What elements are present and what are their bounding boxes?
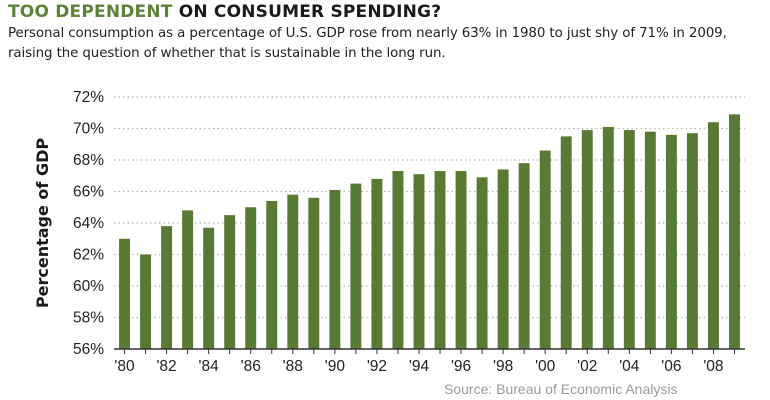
bar-1993 — [392, 171, 404, 349]
bar-1989 — [308, 197, 320, 349]
bar-2003 — [602, 126, 614, 349]
bar-1991 — [350, 183, 362, 349]
bar-2005 — [644, 131, 656, 349]
bar-2006 — [665, 134, 677, 349]
bar-1987 — [266, 200, 278, 349]
y-tick-label: 58% — [73, 310, 104, 327]
bar-2002 — [581, 130, 593, 349]
x-tick-label: '92 — [367, 358, 387, 375]
bar-1997 — [476, 177, 488, 349]
y-tick-label: 72% — [73, 89, 104, 106]
title-highlight: TOO DEPENDENT — [8, 2, 173, 22]
chart-subtitle: Personal consumption as a percentage of … — [8, 26, 727, 61]
gridlines — [114, 96, 745, 319]
x-tick-label: '98 — [493, 358, 513, 375]
x-tick-label: '84 — [199, 358, 220, 375]
y-tick-label: 64% — [73, 215, 104, 232]
bar-1980 — [119, 238, 130, 349]
y-tick-label: 56% — [73, 341, 104, 358]
y-tick-label: 66% — [73, 184, 104, 201]
y-tick-label: 68% — [73, 152, 104, 169]
bar-1984 — [203, 227, 215, 349]
bar-1994 — [413, 174, 425, 349]
bar-1983 — [182, 210, 194, 349]
bar-1985 — [224, 215, 236, 349]
x-tick-label: '82 — [156, 358, 176, 375]
x-axis-ticks: '80 '82 '84 '86 '88 '90 '92 '94 '96 '98 '00 '02 '04 '… — [114, 349, 735, 375]
bar-1999 — [518, 163, 530, 349]
x-tick-label: '02 — [577, 358, 597, 375]
source-note: Source: Bureau of Economic Analysis — [444, 381, 678, 397]
x-tick-label: '06 — [661, 358, 681, 375]
bar-1992 — [371, 178, 383, 349]
bar-1988 — [287, 194, 299, 349]
bar-2000 — [539, 150, 551, 349]
x-tick-label: '88 — [283, 358, 303, 375]
x-tick-label: '90 — [325, 358, 346, 375]
y-tick-label: 70% — [73, 121, 104, 138]
bar-1986 — [245, 207, 257, 349]
chart-title: TOO DEPENDENT ON CONSUMER SPENDING? — [8, 2, 441, 22]
x-tick-label: '04 — [619, 358, 640, 375]
y-tick-label: 60% — [73, 278, 104, 295]
x-tick-label: '00 — [535, 358, 556, 375]
bar-1995 — [434, 171, 446, 349]
bar-2007 — [686, 133, 698, 349]
bar-1981 — [140, 254, 152, 349]
bars — [119, 114, 740, 349]
y-axis-label: Percentage of GDP — [33, 138, 52, 308]
bar-2001 — [560, 136, 572, 349]
x-tick-label: '96 — [451, 358, 471, 375]
x-tick-label: '94 — [409, 358, 430, 375]
y-tick-label: 62% — [73, 247, 104, 264]
bar-2004 — [623, 130, 635, 349]
bar-2008 — [707, 122, 719, 349]
bar-1982 — [161, 226, 173, 349]
bar-2009 — [729, 114, 740, 349]
x-tick-label: '86 — [241, 358, 261, 375]
bar-1996 — [455, 171, 467, 349]
bar-1990 — [329, 189, 341, 349]
x-tick-label: '80 — [114, 358, 135, 375]
x-tick-label: '08 — [703, 358, 723, 375]
title-rest: ON CONSUMER SPENDING? — [172, 2, 442, 22]
y-axis-ticks: 56% 58% 60% 62% 64% 66% 68% 70% 72% — [73, 89, 104, 358]
bar-1998 — [497, 169, 509, 349]
